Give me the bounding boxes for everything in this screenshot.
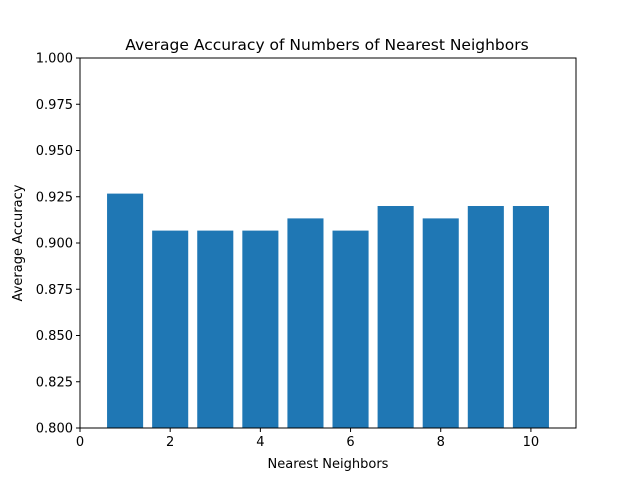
y-tick-label: 0.800 (36, 422, 73, 437)
y-tick-label: 0.925 (36, 190, 73, 205)
x-tick-label: 4 (256, 435, 264, 450)
bar-9 (467, 206, 504, 428)
bars-layer (107, 193, 549, 428)
plot-frame (79, 57, 577, 429)
x-tick-label: 0 (76, 435, 84, 450)
bar-3 (197, 230, 234, 428)
x-tick-label: 8 (437, 435, 445, 450)
bar-1 (107, 193, 144, 428)
bar-4 (242, 230, 279, 428)
x-tick-label: 2 (166, 435, 174, 450)
chart-title: Average Accuracy of Numbers of Nearest N… (125, 36, 528, 54)
x-axis-title: Nearest Neighbors (268, 457, 389, 472)
x-tick-label: 10 (523, 435, 540, 450)
y-tick-label: 0.975 (36, 98, 73, 113)
bar-5 (287, 218, 324, 428)
bar-2 (152, 230, 189, 428)
bar-10 (512, 206, 549, 428)
bar-6 (332, 230, 369, 428)
y-tick-label: 0.825 (36, 375, 73, 390)
ticks-layer: 0 2 4 6 8 10 0.800 0.825 0.850 0.875 0.900 0.925 0.9… (36, 52, 539, 451)
y-tick-label: 0.900 (36, 237, 73, 252)
y-tick-label: 1.000 (36, 52, 73, 67)
y-tick-label: 0.875 (36, 283, 73, 298)
y-tick-label: 0.950 (36, 144, 73, 159)
y-tick-label: 0.850 (36, 329, 73, 344)
bar-8 (422, 218, 459, 428)
y-axis-title: Average Accuracy (11, 184, 26, 301)
x-tick-label: 6 (346, 435, 354, 450)
bar-7 (377, 206, 414, 428)
